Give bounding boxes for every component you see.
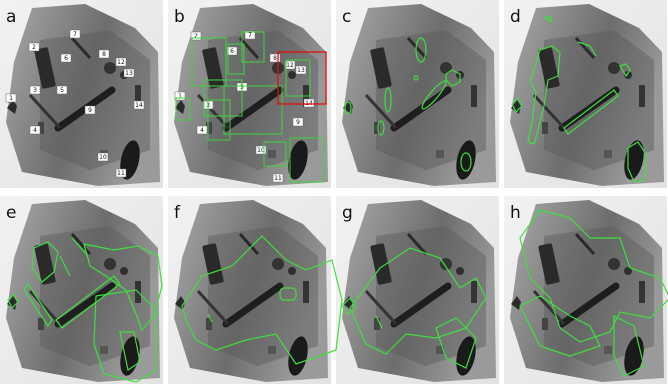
panel-label: e	[6, 203, 16, 223]
tag-label: 2	[194, 33, 198, 40]
tag-label: 11	[274, 175, 282, 182]
tag-label: 8	[273, 55, 277, 62]
panel-label: d	[510, 7, 521, 27]
xray-image	[504, 196, 667, 384]
panel: h	[504, 196, 667, 384]
tag-label: 6	[230, 48, 234, 55]
tag-label: 13	[125, 70, 133, 77]
tag-label: 6	[64, 55, 68, 62]
panel-label: a	[6, 7, 16, 27]
panel: g	[336, 196, 499, 384]
panel-label: h	[510, 203, 521, 223]
panels: a1234567891011121314b1234567891011121314…	[0, 0, 667, 384]
tag-label: 1	[9, 95, 13, 102]
panel-label: b	[174, 7, 185, 27]
tag-label: 4	[33, 127, 37, 134]
panel-label: g	[342, 203, 353, 223]
xray-image	[336, 0, 499, 188]
tag-label: 10	[99, 154, 107, 161]
tag-label: 8	[102, 51, 106, 58]
panel: d	[504, 0, 667, 188]
tag-label: 4	[200, 127, 204, 134]
tag-label: 9	[88, 107, 92, 114]
tag-label: 11	[117, 170, 125, 177]
tag-label: 14	[135, 102, 143, 109]
tag-label: 12	[286, 62, 294, 69]
panel-label: f	[174, 203, 181, 223]
tag-label: 7	[248, 32, 252, 39]
tag-label: 13	[297, 67, 305, 74]
tag-label: 2	[32, 44, 36, 51]
tag-label: 9	[296, 119, 300, 126]
panel-label: c	[342, 7, 351, 27]
xray-image	[168, 0, 331, 188]
xray-image	[336, 196, 499, 384]
xray-image	[504, 0, 667, 188]
tag-label: 1	[178, 93, 182, 100]
tag-label: 12	[117, 59, 125, 66]
tag-label: 7	[73, 31, 77, 38]
tag-label: 5	[60, 87, 64, 94]
xray-image	[0, 0, 163, 188]
panel: c	[336, 0, 499, 188]
figure: a1234567891011121314b1234567891011121314…	[0, 0, 668, 384]
tag-label: 3	[33, 87, 37, 94]
